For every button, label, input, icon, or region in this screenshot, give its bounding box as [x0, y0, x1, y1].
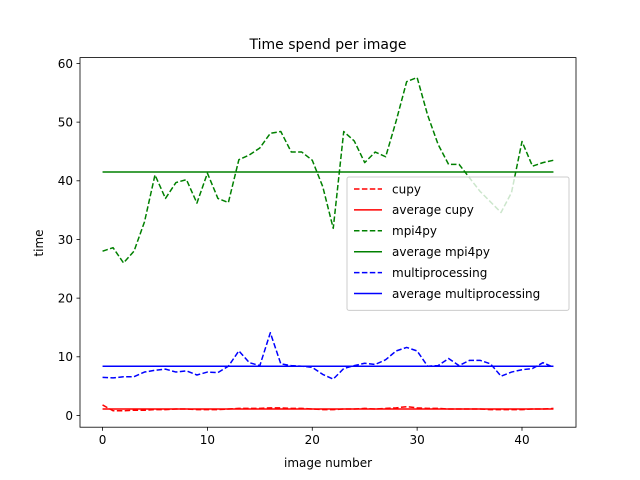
- x-tick-label-0: 0: [99, 433, 107, 447]
- x-tick-label-1: 10: [200, 433, 215, 447]
- plot-content: [102, 76, 554, 412]
- y-tick-label-0: 0: [65, 409, 73, 423]
- legend: cupy average cupy mpi4py average mpi4py mult…: [346, 176, 570, 311]
- x-tick-label-3: 30: [409, 433, 424, 447]
- x-axis-label: image number: [284, 456, 372, 470]
- y-tick-label-3: 30: [58, 233, 73, 247]
- legend-label-3: average mpi4py: [392, 245, 490, 259]
- x-tick-label-4: 40: [514, 433, 529, 447]
- legend-label-1: average cupy: [392, 203, 474, 217]
- y-tick-label-4: 40: [58, 174, 73, 188]
- y-tick-label-2: 20: [58, 291, 73, 305]
- legend-label-0: cupy: [392, 182, 421, 196]
- series-line-2: [102, 76, 554, 264]
- axes-frame: [79, 57, 577, 428]
- axes: 0 10 20 30 40 0 10 20 30 40 50 60: [58, 57, 577, 447]
- x-tick-label-2: 20: [305, 433, 320, 447]
- legend-box: [346, 176, 570, 311]
- y-tick-label-5: 50: [58, 115, 73, 129]
- y-tick-label-6: 60: [58, 57, 73, 71]
- chart-title: Time spend per image: [248, 37, 406, 53]
- legend-label-4: multiprocessing: [392, 266, 487, 280]
- legend-label-2: mpi4py: [392, 224, 437, 238]
- series-line-4: [102, 332, 554, 380]
- y-tick-label-1: 10: [58, 350, 73, 364]
- legend-label-5: average multiprocessing: [392, 287, 540, 301]
- y-axis-label: time: [32, 229, 46, 256]
